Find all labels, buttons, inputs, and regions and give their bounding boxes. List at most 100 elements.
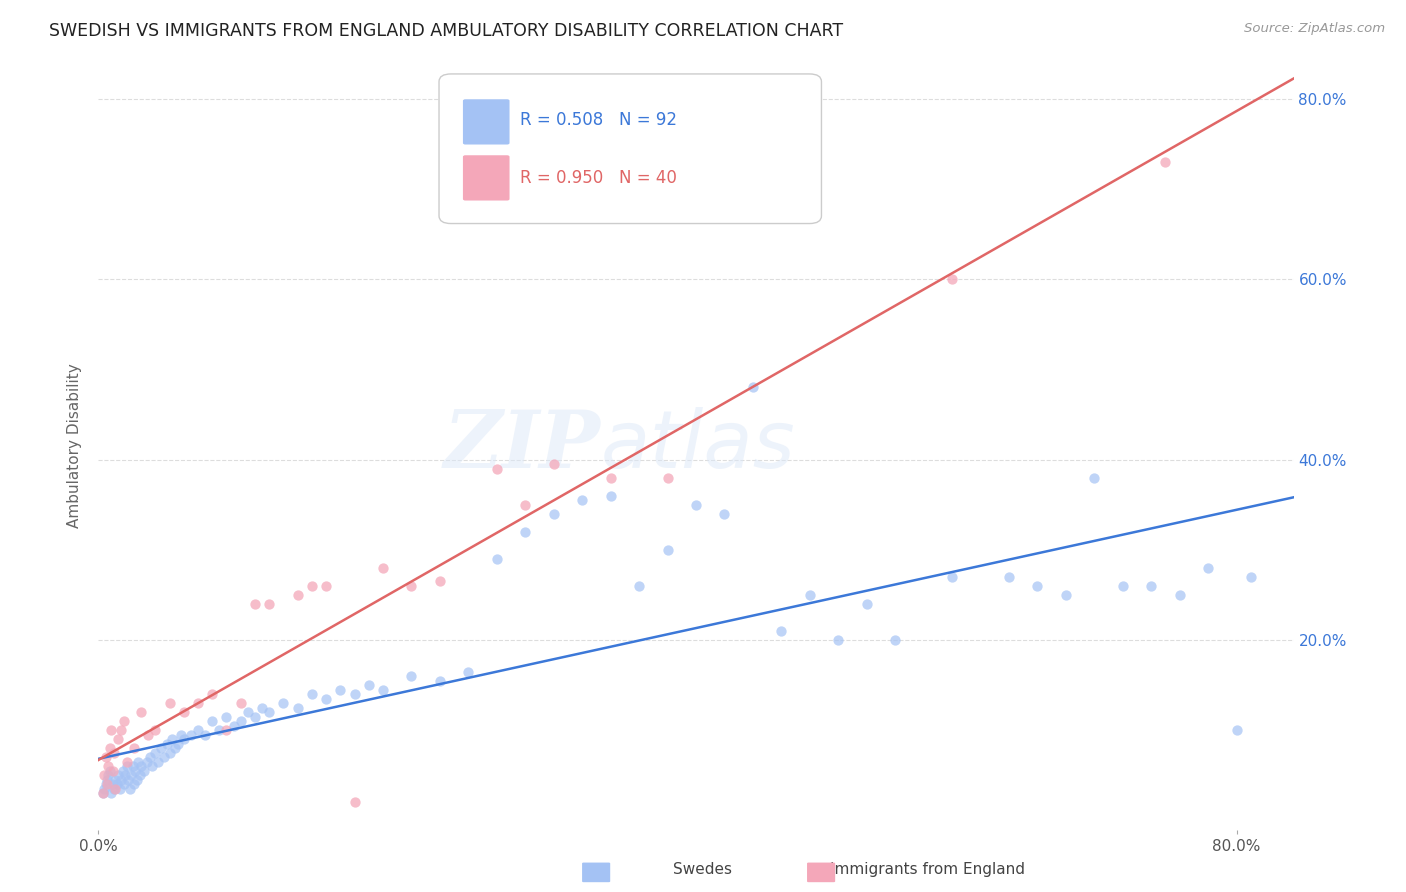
Point xyxy=(257,705,280,719)
Point xyxy=(108,781,131,796)
Point xyxy=(122,777,145,791)
Point xyxy=(287,588,309,602)
Text: ZIP: ZIP xyxy=(443,408,600,484)
Point xyxy=(101,764,124,778)
Point xyxy=(222,719,245,733)
Point xyxy=(1168,588,1191,602)
FancyBboxPatch shape xyxy=(463,99,509,145)
Point xyxy=(110,723,132,738)
Point xyxy=(329,682,352,697)
Point xyxy=(201,714,224,729)
Point xyxy=(156,737,179,751)
Point xyxy=(124,764,146,778)
Point xyxy=(741,380,763,394)
Point xyxy=(187,696,209,710)
Point xyxy=(571,493,593,508)
Point xyxy=(457,665,479,679)
Point xyxy=(91,787,114,801)
Point xyxy=(343,687,366,701)
Point xyxy=(143,746,166,760)
Point xyxy=(110,772,132,787)
Point xyxy=(401,669,423,683)
Point xyxy=(287,700,309,714)
Point xyxy=(136,728,159,742)
Point xyxy=(94,777,117,791)
Point xyxy=(173,732,195,747)
Point xyxy=(301,579,323,593)
Point xyxy=(115,759,138,773)
Point xyxy=(103,746,125,760)
Point xyxy=(657,542,679,557)
Point xyxy=(941,570,963,584)
Point xyxy=(98,741,121,756)
Point xyxy=(229,714,252,729)
Point xyxy=(148,755,170,769)
Point xyxy=(1226,723,1249,738)
Point xyxy=(628,579,651,593)
Point xyxy=(117,772,139,787)
Point xyxy=(243,597,266,611)
Point xyxy=(141,759,163,773)
Point xyxy=(941,272,963,286)
Point xyxy=(250,700,273,714)
Point xyxy=(515,524,537,539)
Point xyxy=(685,498,707,512)
Point xyxy=(153,750,176,764)
Point xyxy=(129,705,152,719)
Point xyxy=(215,723,238,738)
Point xyxy=(187,723,209,738)
Point xyxy=(162,732,184,747)
Point xyxy=(599,489,621,503)
Point xyxy=(243,710,266,724)
Point xyxy=(201,687,224,701)
Point xyxy=(91,787,114,801)
Point xyxy=(401,579,423,593)
Point xyxy=(429,574,451,589)
Point xyxy=(115,755,138,769)
Point xyxy=(94,750,117,764)
Point xyxy=(98,764,121,778)
Point xyxy=(159,746,181,760)
Point xyxy=(429,673,451,688)
Text: Swedes: Swedes xyxy=(673,863,733,877)
Point xyxy=(357,678,380,692)
Point xyxy=(97,759,120,773)
Point xyxy=(167,737,190,751)
Point xyxy=(107,732,129,747)
Text: R = 0.950   N = 40: R = 0.950 N = 40 xyxy=(520,169,678,186)
Point xyxy=(93,781,115,796)
FancyBboxPatch shape xyxy=(463,155,509,201)
Point xyxy=(1083,470,1105,484)
Point xyxy=(1140,579,1163,593)
Point xyxy=(1112,579,1135,593)
Point xyxy=(855,597,877,611)
Point xyxy=(315,579,337,593)
Point xyxy=(135,755,157,769)
Point xyxy=(128,768,150,782)
Point xyxy=(101,777,124,791)
Point xyxy=(371,682,394,697)
Text: atlas: atlas xyxy=(600,407,796,485)
Point xyxy=(315,691,337,706)
Text: Source: ZipAtlas.com: Source: ZipAtlas.com xyxy=(1244,22,1385,36)
Point xyxy=(1154,154,1177,169)
Point xyxy=(301,687,323,701)
Point xyxy=(173,705,195,719)
Point xyxy=(111,764,134,778)
Point xyxy=(713,507,735,521)
Y-axis label: Ambulatory Disability: Ambulatory Disability xyxy=(67,364,83,528)
Point xyxy=(1197,561,1219,575)
Point xyxy=(127,755,149,769)
Point xyxy=(170,728,193,742)
Point xyxy=(543,507,565,521)
Point xyxy=(543,457,565,471)
Point xyxy=(150,741,173,756)
Point xyxy=(799,588,821,602)
Point xyxy=(93,768,115,782)
Point xyxy=(215,710,238,724)
Text: R = 0.508   N = 92: R = 0.508 N = 92 xyxy=(520,111,678,129)
Point xyxy=(208,723,231,738)
Point xyxy=(138,750,160,764)
Point xyxy=(599,470,621,484)
Point xyxy=(165,741,187,756)
